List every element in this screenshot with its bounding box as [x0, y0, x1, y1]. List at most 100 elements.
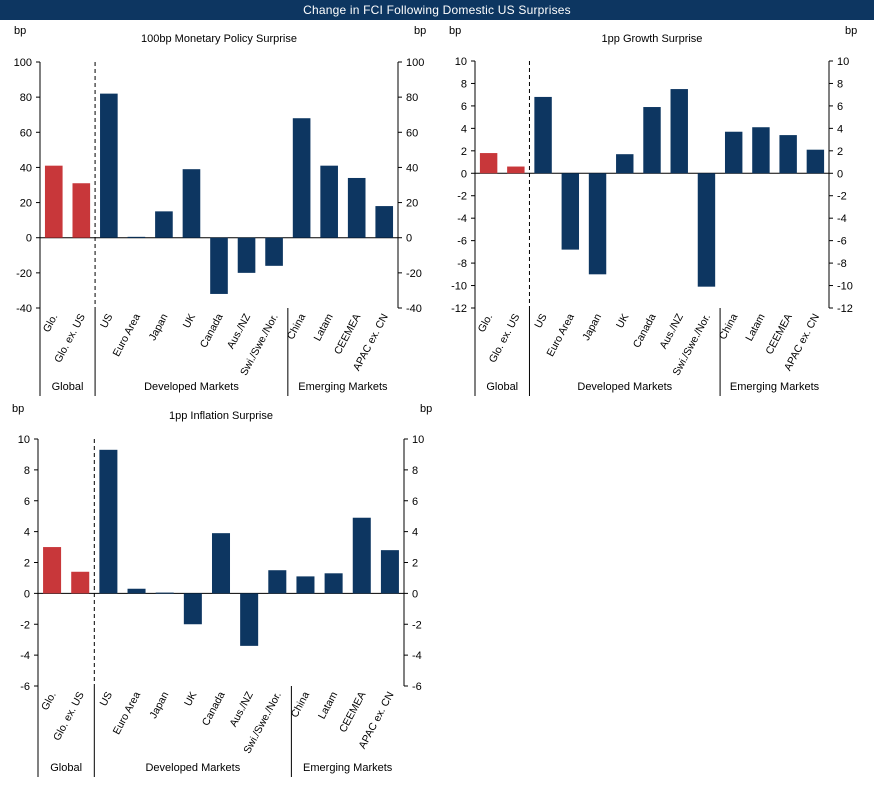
left-axis-unit-label: bp: [14, 25, 26, 37]
right-tick-label: -6: [837, 236, 847, 248]
chart-title: 1pp Growth Surprise: [602, 33, 703, 45]
left-tick-label: 0: [461, 168, 467, 180]
left-axis-unit-label: bp: [449, 25, 461, 37]
left-tick-label: 80: [20, 92, 32, 104]
right-tick-label: -2: [837, 191, 847, 203]
category-label-china: China: [289, 690, 313, 720]
group-label-global: Global: [486, 381, 518, 393]
right-tick-label: -8: [837, 258, 847, 270]
right-tick-label: -6: [412, 681, 422, 693]
bar-apac-ex-cn: [806, 149, 825, 174]
group-label-developed: Developed Markets: [577, 381, 672, 393]
bar-japan: [155, 211, 173, 238]
category-label-uk: UK: [182, 690, 199, 709]
left-tick-label: 6: [24, 496, 30, 508]
bar-aus-nz: [237, 237, 256, 273]
bar-glo: [479, 153, 498, 174]
left-tick-label: -20: [16, 268, 32, 280]
right-tick-label: -12: [837, 303, 853, 315]
category-label-japan: Japan: [147, 690, 171, 721]
left-tick-label: -6: [20, 681, 30, 693]
category-label-canada: Canada: [200, 690, 228, 728]
right-tick-label: 100: [406, 57, 424, 69]
group-label-emerging: Emerging Markets: [730, 381, 820, 393]
right-tick-label: 20: [406, 198, 418, 210]
group-label-developed: Developed Markets: [144, 381, 239, 393]
category-label-latam: Latam: [316, 690, 340, 722]
right-axis-unit-label: bp: [414, 25, 426, 37]
bar-china: [292, 118, 311, 238]
bar-ceemea: [347, 177, 366, 238]
left-tick-label: -4: [20, 650, 30, 662]
right-tick-label: 2: [412, 558, 418, 570]
growth-surprise-chart: 1pp Growth Surprise bp bp -12 -12 -10 -10 -8 -8 -…: [449, 25, 857, 396]
category-label-glo: Glo.: [41, 312, 61, 335]
category-label-us: US: [98, 312, 115, 331]
right-tick-label: 10: [412, 434, 424, 446]
right-tick-label: -10: [837, 281, 853, 293]
right-tick-label: 80: [406, 92, 418, 104]
right-tick-label: 40: [406, 162, 418, 174]
bar-apac-ex-cn: [375, 206, 394, 238]
left-tick-label: -4: [457, 213, 467, 225]
group-label-global: Global: [52, 381, 84, 393]
bar-glo-ex-us: [507, 166, 525, 174]
left-tick-label: 2: [24, 558, 30, 570]
category-label-aus-nz: Aus./NZ: [657, 311, 686, 351]
right-tick-label: 6: [837, 101, 843, 113]
category-label-us: US: [532, 312, 549, 331]
right-tick-label: 0: [837, 168, 843, 180]
bar-us: [100, 93, 118, 238]
left-tick-label: 40: [20, 162, 32, 174]
right-tick-label: 4: [412, 527, 418, 539]
category-label-canada: Canada: [631, 312, 659, 350]
left-tick-label: -10: [451, 281, 467, 293]
left-tick-label: 10: [455, 56, 467, 68]
bar-china: [296, 576, 315, 594]
bar-swi-swe-nor: [268, 570, 287, 594]
group-label-emerging: Emerging Markets: [298, 381, 388, 393]
inflation-surprise-chart: 1pp Inflation Surprise bp bp -6 -6 -4 -4 -2 -2 0 0…: [12, 403, 432, 777]
chart-title: 1pp Inflation Surprise: [169, 410, 273, 422]
right-tick-label: 6: [412, 496, 418, 508]
left-tick-label: -12: [451, 303, 467, 315]
group-label-global: Global: [50, 762, 82, 774]
left-tick-label: 100: [14, 57, 32, 69]
group-label-emerging: Emerging Markets: [303, 762, 393, 774]
bar-glo-ex-us: [71, 571, 90, 594]
left-tick-label: -40: [16, 303, 32, 315]
right-tick-label: 60: [406, 127, 418, 139]
bar-japan: [588, 173, 607, 275]
chart-banner-title: Change in FCI Following Domestic US Surp…: [0, 0, 874, 20]
bar-canada: [643, 107, 661, 174]
right-axis-unit-label: bp: [420, 403, 432, 415]
left-tick-label: -8: [457, 258, 467, 270]
category-label-latam: Latam: [743, 312, 767, 344]
bar-euro-area: [561, 173, 580, 250]
left-tick-label: 6: [461, 101, 467, 113]
bar-apac-ex-cn: [380, 550, 399, 594]
left-tick-label: -2: [457, 191, 467, 203]
right-tick-label: -4: [837, 213, 847, 225]
left-tick-label: 8: [461, 78, 467, 90]
right-tick-label: 0: [412, 588, 418, 600]
bar-euro-area: [127, 588, 146, 594]
category-label-aus-nz: Aus./NZ: [225, 311, 254, 351]
bar-latam: [752, 127, 770, 174]
right-tick-label: 8: [412, 465, 418, 477]
right-axis-unit-label: bp: [845, 25, 857, 37]
right-tick-label: 4: [837, 123, 843, 135]
bar-uk: [616, 154, 634, 174]
left-tick-label: 0: [24, 588, 30, 600]
left-tick-label: 60: [20, 127, 32, 139]
bar-china: [724, 131, 743, 174]
bar-aus-nz: [240, 593, 259, 646]
category-label-ceemea: CEEMEA: [337, 690, 368, 735]
bar-aus-nz: [670, 89, 688, 174]
bar-swi-swe-nor: [265, 237, 283, 266]
category-label-canada: Canada: [198, 312, 226, 350]
bar-latam: [324, 573, 343, 594]
bar-japan: [155, 592, 174, 594]
right-tick-label: -40: [406, 303, 422, 315]
bar-ceemea: [352, 517, 371, 594]
